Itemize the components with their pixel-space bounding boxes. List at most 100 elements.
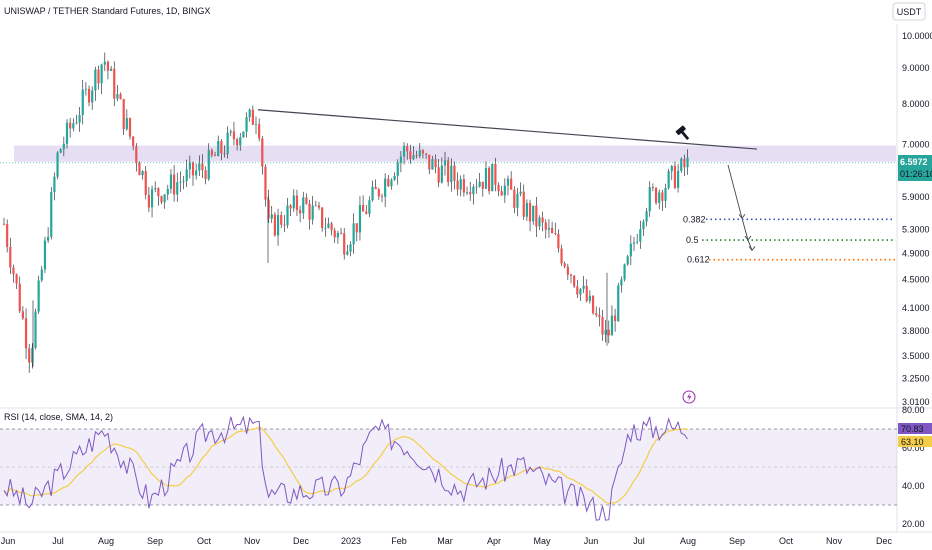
- candle-body: [525, 203, 528, 217]
- candle-body: [144, 171, 147, 195]
- rsi-tick-label: 60.00: [902, 443, 925, 453]
- candle-body: [377, 189, 380, 197]
- resistance-zone[interactable]: [14, 145, 896, 162]
- candle-body: [264, 166, 267, 200]
- candle-body: [339, 233, 343, 234]
- candle-body: [626, 256, 629, 265]
- price-tick-label: 5.9000: [902, 192, 930, 202]
- fib-level-label: 0.5: [686, 235, 699, 245]
- candle-body: [157, 188, 160, 197]
- price-axis[interactable]: 10.0000 9.0000 8.0000 7.0000 5.9000 5.3000 4.9…: [902, 31, 932, 407]
- candle-body: [327, 223, 330, 228]
- candle-body: [623, 264, 626, 280]
- candle-body: [273, 214, 276, 236]
- candle-body: [598, 315, 601, 317]
- candle-body: [198, 163, 201, 171]
- candle-body: [579, 288, 582, 295]
- time-tick-label: Sep: [729, 536, 745, 546]
- candle-body: [75, 122, 78, 124]
- rsi-axis[interactable]: 80.00 60.00 40.00 20.00: [902, 405, 925, 529]
- candle-body: [683, 158, 686, 168]
- candle-body: [141, 171, 144, 176]
- time-tick-label: May: [533, 536, 551, 546]
- candle-body: [418, 150, 421, 157]
- candle-body: [629, 243, 632, 257]
- candle-body: [576, 286, 579, 295]
- candle-body: [346, 251, 349, 255]
- candle-body: [135, 146, 138, 163]
- candle-body: [494, 163, 497, 185]
- candle-body: [217, 141, 220, 156]
- candle-body: [2, 223, 6, 225]
- candle-body: [393, 175, 396, 180]
- candle-body: [220, 141, 223, 154]
- candle-body: [636, 241, 639, 243]
- candle-body: [242, 131, 245, 138]
- candle-body: [295, 195, 299, 210]
- candle-body: [56, 152, 59, 177]
- candle-body: [47, 236, 50, 241]
- rsi-legend[interactable]: RSI (14, close, SMA, 14, 2): [4, 412, 113, 422]
- candle-body: [535, 205, 538, 227]
- currency-button[interactable]: USDT: [892, 2, 926, 21]
- candle-body: [254, 124, 258, 126]
- candle-body: [519, 191, 522, 194]
- candle-body: [122, 99, 125, 130]
- time-tick-label: Feb: [391, 536, 407, 546]
- candle-body: [147, 194, 150, 208]
- time-tick-label: Dec: [876, 536, 893, 546]
- time-tick-label: Mar: [437, 536, 453, 546]
- candle-body: [607, 329, 610, 336]
- hammer-icon[interactable]: [675, 125, 692, 142]
- time-axis[interactable]: Jun Jul Aug Sep Oct Nov Dec 2023 Feb Mar Apr May Jun…: [1, 536, 893, 546]
- time-tick-label: Jun: [1, 536, 16, 546]
- candle-body: [560, 248, 563, 264]
- candle-body: [191, 162, 195, 176]
- candle-body: [119, 94, 122, 100]
- candle-body: [604, 329, 607, 335]
- descending-trendline[interactable]: [257, 109, 758, 150]
- candle-body: [138, 162, 141, 176]
- price-tick-label: 3.5000: [902, 351, 930, 361]
- candle-body: [210, 150, 213, 156]
- candle-body: [314, 205, 317, 207]
- projection-arrows[interactable]: [727, 164, 756, 252]
- time-tick-label: Nov: [826, 536, 843, 546]
- candle-body: [154, 188, 157, 190]
- candle-body: [113, 68, 116, 99]
- candle-body: [610, 315, 614, 336]
- chart-title: UNISWAP / TETHER Standard Futures, 1D, B…: [4, 6, 210, 16]
- time-tick-label: Apr: [487, 536, 501, 546]
- candle-body: [661, 192, 664, 201]
- candle-body: [321, 207, 324, 228]
- candle-body: [81, 89, 84, 116]
- candle-body: [677, 170, 680, 188]
- lightning-icon[interactable]: [682, 390, 696, 404]
- candle-body: [169, 174, 173, 189]
- candle-body: [201, 163, 204, 171]
- candle-body: [62, 143, 65, 150]
- candle-body: [528, 203, 532, 222]
- candle-body: [390, 179, 393, 187]
- candle-body: [664, 188, 667, 201]
- candle-body: [50, 191, 53, 237]
- price-tick-label: 8.0000: [902, 99, 930, 109]
- candle-body: [289, 205, 292, 209]
- candle-body: [450, 165, 453, 183]
- candle-body: [317, 205, 321, 208]
- candle-body: [632, 242, 636, 244]
- candle-body: [469, 192, 472, 195]
- candle-body: [673, 165, 677, 188]
- candle-body: [333, 230, 336, 238]
- time-tick-label: Sep: [147, 536, 163, 546]
- candle-body: [163, 194, 166, 203]
- candle-body: [472, 186, 475, 195]
- time-tick-label: Jun: [584, 536, 599, 546]
- candle-body: [541, 217, 544, 223]
- price-tick-label: 4.5000: [902, 274, 930, 284]
- candle-body: [484, 168, 488, 189]
- candle-body: [94, 69, 97, 91]
- candle-body: [12, 267, 15, 275]
- candle-body: [188, 162, 191, 170]
